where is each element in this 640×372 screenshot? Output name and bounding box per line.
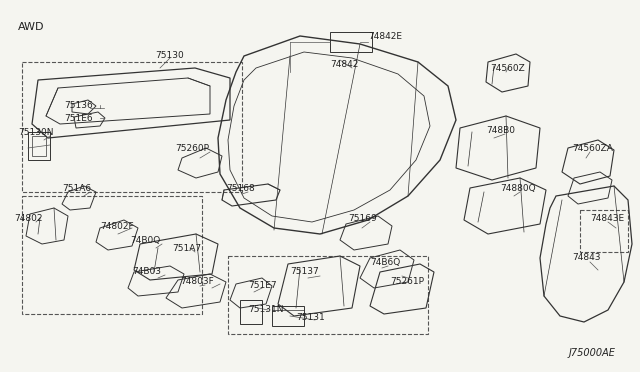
Text: 751E6: 751E6 [64,113,93,122]
Text: 748B0: 748B0 [486,125,515,135]
Text: J75000AE: J75000AE [568,348,615,358]
Text: AWD: AWD [18,22,45,32]
Bar [228,256,428,334]
Text: 75136: 75136 [64,100,93,109]
Text: 75260P: 75260P [175,144,209,153]
Text: 75261P: 75261P [390,278,424,286]
Text: 74843E: 74843E [590,214,624,222]
Text: 74880Q: 74880Q [500,183,536,192]
Text: 74842: 74842 [330,60,358,68]
Text: 74560Z: 74560Z [490,64,525,73]
Text: 74842E: 74842E [368,32,402,41]
Text: 74560ZA: 74560ZA [572,144,613,153]
Text: 75131: 75131 [296,314,324,323]
Text: 75130N: 75130N [18,128,54,137]
Bar [22,62,242,192]
Text: 75130: 75130 [156,51,184,60]
Text: 74843: 74843 [572,253,600,263]
Text: 74B6Q: 74B6Q [370,257,400,266]
Bar [32,136,46,156]
Text: 74803F: 74803F [180,278,214,286]
Text: 74802: 74802 [14,214,42,222]
Bar [580,210,628,252]
Bar [330,32,372,52]
Text: 75137: 75137 [290,267,319,276]
Text: 74B03: 74B03 [132,267,161,276]
Text: 751A6: 751A6 [62,183,91,192]
Text: 751E7: 751E7 [248,282,276,291]
Bar [28,132,50,160]
Bar [240,300,262,324]
Bar [22,196,202,314]
Text: 74B0Q: 74B0Q [130,235,160,244]
Text: 75168: 75168 [226,183,255,192]
Text: 75169: 75169 [348,214,377,222]
Bar [272,306,304,326]
Text: 75131N: 75131N [248,305,284,314]
Text: 751A7: 751A7 [172,244,201,253]
Text: 74802F: 74802F [100,221,134,231]
